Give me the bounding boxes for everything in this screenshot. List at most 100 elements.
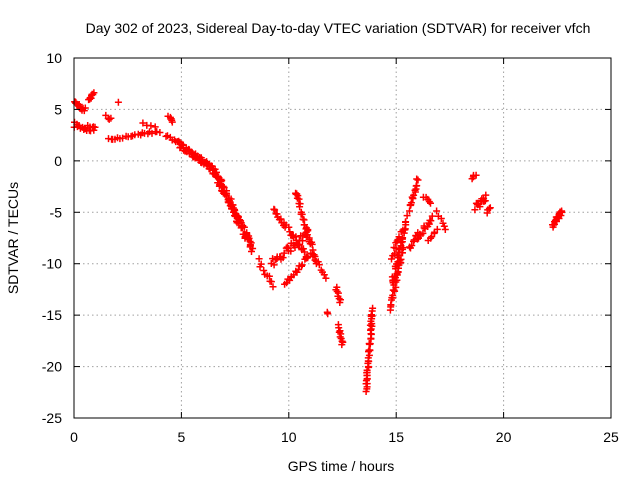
data-point [476,203,484,211]
data-point [307,249,315,257]
data-point [472,171,480,179]
data-point [322,274,330,282]
x-tick-label: 10 [281,429,297,445]
data-point [139,119,147,127]
y-tick-label: 10 [46,50,62,66]
data-point [406,207,413,215]
data-point [403,212,411,220]
data-point [90,89,98,97]
x-tick-label: 20 [496,429,512,445]
data-point [156,129,164,136]
y-tick-label: -25 [42,410,62,426]
data-point [408,242,416,249]
y-tick-label: -10 [42,256,62,272]
data-point [283,243,291,251]
data-point [410,236,418,244]
grid-lines [74,58,611,418]
x-tick-label: 25 [603,429,619,445]
data-point [391,250,398,258]
data-point [394,258,402,266]
data-point [323,308,331,316]
data-point [299,245,307,253]
axis-ticks [73,57,612,419]
data-point [428,212,436,220]
data-point [365,340,373,348]
data-point [311,253,319,260]
data-point [471,206,479,214]
data-point [279,254,287,262]
data-point [414,235,421,243]
data-point [365,346,373,354]
data-point [414,176,422,184]
data-point [320,271,328,279]
data-point [231,206,238,213]
data-point [271,206,279,214]
x-tick-label: 5 [178,429,186,445]
y-tick-labels: -25 -20 -15 -10 -5 0 5 10 [42,50,62,426]
data-point [81,104,89,112]
data-point [260,267,268,274]
y-tick-label: 5 [54,101,62,117]
data-point [486,204,494,212]
data-point [114,98,122,106]
data-point [227,195,235,203]
data-point [407,201,415,209]
data-point [390,272,398,280]
data-point [427,217,435,225]
data-point [269,283,277,291]
data-point [388,255,395,263]
y-axis-title: SDTVAR / TECUs [5,182,21,294]
data-point [393,237,401,245]
data-point [168,118,176,126]
data-point [248,248,255,255]
x-tick-label: 15 [388,429,404,445]
data-point [270,261,278,269]
x-axis-title: GPS time / hours [288,458,395,474]
data-point [245,234,253,242]
data-point [247,239,255,247]
data-point [413,175,421,183]
data-point [277,215,285,223]
data-point [237,217,245,225]
data-point [397,228,405,236]
data-point [419,229,427,237]
data-point [153,128,161,136]
data-point [214,172,222,180]
data-point [335,328,343,336]
x-tick-labels: 0 5 10 15 20 25 [70,429,619,445]
data-point [480,198,488,205]
data-point [257,260,265,268]
data-point [315,261,323,269]
data-point [395,233,403,241]
data-point [389,294,397,302]
data-point [107,114,115,122]
data-point [151,123,159,131]
data-point [240,223,248,231]
y-tick-label: -5 [50,204,63,220]
data-point [223,190,231,198]
data-point [433,207,441,215]
data-point [296,203,304,211]
data-point [558,208,566,216]
data-point [399,234,407,242]
data-point [391,287,399,295]
data-point [91,123,99,131]
y-tick-label: -20 [42,359,62,375]
data-point [298,210,306,218]
data-point [440,222,448,230]
x-tick-label: 0 [70,429,78,445]
data-point [338,341,346,349]
chart-title: Day 302 of 2023, Sidereal Day-to-day VTE… [86,20,591,36]
data-point [336,299,344,306]
data-point [433,225,441,233]
data-points [70,89,566,395]
plot-frame [73,57,612,419]
data-point [369,304,377,312]
data-point [396,246,404,254]
y-tick-label: -15 [42,307,62,323]
data-point [287,247,295,255]
data-point [267,278,275,286]
data-point [437,215,445,222]
